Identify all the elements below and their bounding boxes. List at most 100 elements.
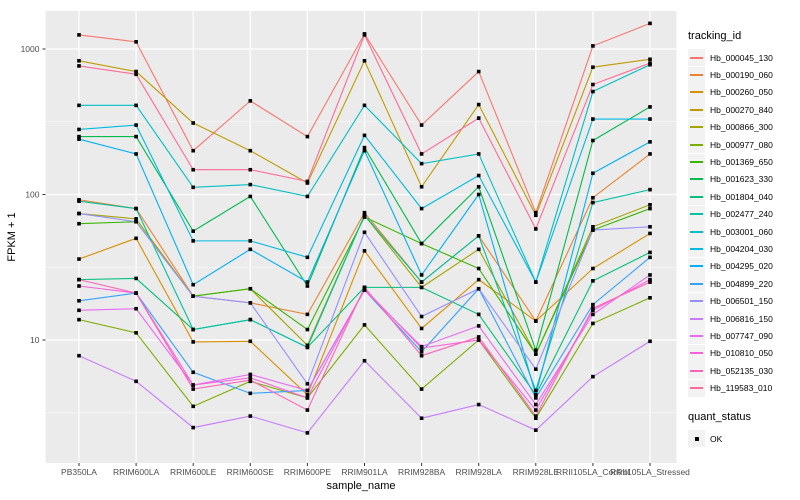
data-point	[191, 387, 195, 391]
x-tick-label: RRIM901LA	[341, 467, 388, 477]
data-point	[648, 280, 652, 284]
legend-label: Hb_000977_080	[710, 139, 773, 150]
data-point	[362, 210, 367, 215]
data-point	[134, 40, 138, 44]
legend-key-swatch	[688, 188, 705, 206]
x-tick-label: RRII105LA_Stressed	[610, 467, 690, 477]
data-point	[419, 241, 424, 246]
data-point	[134, 206, 138, 211]
data-point	[305, 284, 310, 288]
data-point	[305, 431, 310, 435]
data-point	[77, 127, 81, 132]
data-point	[77, 103, 81, 108]
data-point	[305, 388, 310, 393]
data-point	[305, 179, 310, 184]
plot-panel	[45, 11, 677, 463]
data-point	[476, 338, 481, 342]
x-tick-label: RRIM928LE	[513, 467, 560, 477]
legend-key-swatch	[688, 49, 705, 67]
data-point	[248, 317, 253, 322]
data-point	[191, 229, 195, 233]
data-point	[534, 402, 538, 407]
data-point	[77, 308, 81, 313]
data-point	[362, 145, 367, 150]
data-point	[134, 306, 138, 311]
legend-item-Hb_006501_150: Hb_006501_150	[688, 292, 800, 310]
data-point	[419, 387, 424, 391]
legend-key-swatch	[688, 362, 705, 380]
legend-label: Hb_004204_030	[710, 243, 773, 254]
data-point	[591, 224, 595, 229]
data-point	[362, 323, 367, 327]
data-point	[248, 378, 253, 382]
data-point	[248, 99, 253, 103]
data-point	[648, 250, 652, 255]
data-point	[534, 319, 538, 323]
data-point	[77, 277, 81, 282]
data-point	[648, 295, 652, 300]
legend-label: Hb_007747_090	[710, 330, 773, 341]
legend-key-swatch	[688, 223, 705, 241]
data-point	[248, 339, 253, 344]
data-point	[134, 103, 138, 108]
data-point	[248, 182, 253, 187]
y-tick-label: 10	[30, 335, 40, 345]
x-tick-label: RRIM600SE	[227, 467, 275, 477]
data-point	[591, 228, 595, 232]
data-point	[534, 393, 538, 397]
legend-label: Hb_000045_130	[710, 52, 773, 63]
data-point	[362, 249, 367, 253]
legend-key-line	[690, 282, 703, 285]
data-point	[648, 231, 652, 236]
data-point	[476, 69, 481, 74]
data-point	[648, 105, 652, 109]
data-point	[419, 416, 424, 421]
quant-status-item-list: OK	[688, 430, 800, 447]
data-point	[419, 184, 424, 189]
data-point	[362, 213, 367, 218]
legend-label: Hb_052135_030	[710, 365, 773, 376]
data-point	[305, 393, 310, 397]
x-tick-label: RRII105LA_Control	[556, 467, 630, 477]
legend-key-line	[690, 108, 703, 111]
y-tick-label: 1000	[21, 44, 40, 54]
data-point	[591, 279, 595, 283]
legend-title-tracking-id: tracking_id	[688, 30, 742, 42]
data-point	[476, 247, 481, 252]
legend-label: Hb_001369_650	[710, 157, 773, 168]
quant-status-label: OK	[710, 433, 723, 444]
data-point	[648, 206, 652, 211]
legend-key-swatch	[688, 344, 705, 362]
data-point	[419, 206, 424, 211]
data-point	[77, 284, 81, 288]
legend-key-line	[690, 334, 703, 337]
data-point	[134, 236, 138, 241]
legend: tracking_id Hb_000045_130 Hb_000190_060 Hb…	[688, 30, 800, 447]
data-point	[648, 224, 652, 229]
data-point	[476, 286, 481, 291]
legend-key-swatch	[688, 170, 705, 188]
data-point	[134, 123, 138, 127]
data-point	[191, 239, 195, 243]
legend-key-line	[690, 161, 703, 164]
data-point	[648, 57, 652, 62]
data-point	[305, 396, 310, 400]
data-point	[648, 152, 652, 156]
data-point	[591, 266, 595, 271]
legend-item-Hb_004295_020: Hb_004295_020	[688, 257, 800, 275]
data-point	[134, 291, 138, 295]
legend-title-quant-status: quant_status	[688, 410, 751, 423]
data-point	[134, 219, 138, 224]
legend-key-swatch	[688, 240, 705, 258]
legend-key-swatch	[688, 153, 705, 171]
data-point	[248, 391, 253, 396]
black-square-point-icon	[694, 436, 699, 441]
x-axis-title: sample_name	[326, 480, 395, 492]
data-point	[534, 416, 538, 421]
data-point	[191, 294, 195, 299]
data-point	[591, 195, 595, 200]
quant-status-item: OK	[688, 430, 800, 447]
data-point	[191, 404, 195, 409]
data-point	[648, 140, 652, 144]
legend-key-line	[690, 126, 703, 129]
